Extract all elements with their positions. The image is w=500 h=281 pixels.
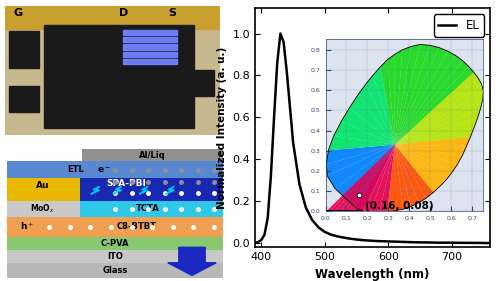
Text: h$^+$: h$^+$ (20, 221, 34, 232)
Text: S: S (168, 8, 176, 18)
Bar (82, 149, 223, 161)
Bar (5, 6, 220, 29)
Bar (124, 51, 177, 57)
Polygon shape (166, 186, 174, 194)
Text: e$^-$: e$^-$ (97, 165, 111, 175)
Bar (7, 201, 80, 217)
Text: C-PVA: C-PVA (101, 239, 129, 248)
Bar (124, 59, 177, 64)
Bar (124, 44, 177, 49)
Text: TCTA: TCTA (136, 205, 160, 214)
Bar (10, 86, 40, 112)
Legend: EL: EL (434, 14, 484, 37)
Bar (124, 37, 177, 42)
Bar (7, 237, 223, 250)
Text: Glass: Glass (102, 266, 128, 275)
Y-axis label: Normalized Intensity (a. u.): Normalized Intensity (a. u.) (217, 47, 227, 209)
Bar (7, 217, 223, 237)
Polygon shape (139, 186, 148, 194)
Text: Al/Liq: Al/Liq (139, 151, 166, 160)
Polygon shape (91, 186, 100, 194)
Text: ETL: ETL (67, 165, 84, 174)
Text: C8-BTBT: C8-BTBT (117, 222, 157, 231)
Text: MoO$_x$: MoO$_x$ (30, 203, 54, 215)
Bar (7, 263, 223, 278)
Bar (7, 250, 223, 263)
Polygon shape (113, 186, 122, 194)
FancyArrow shape (168, 247, 216, 275)
Text: D: D (118, 8, 128, 18)
Text: SPA-PBI: SPA-PBI (106, 180, 146, 189)
Bar (7, 178, 80, 201)
Bar (10, 31, 40, 68)
Text: G: G (14, 8, 22, 18)
Bar (124, 30, 177, 35)
Bar (44, 25, 194, 128)
Text: Au: Au (36, 181, 49, 190)
Bar (7, 201, 223, 217)
Bar (186, 70, 214, 96)
X-axis label: Wavelength (nm): Wavelength (nm) (316, 268, 430, 281)
Bar (7, 178, 223, 201)
Text: ITO: ITO (107, 252, 123, 261)
Bar (7, 161, 223, 178)
